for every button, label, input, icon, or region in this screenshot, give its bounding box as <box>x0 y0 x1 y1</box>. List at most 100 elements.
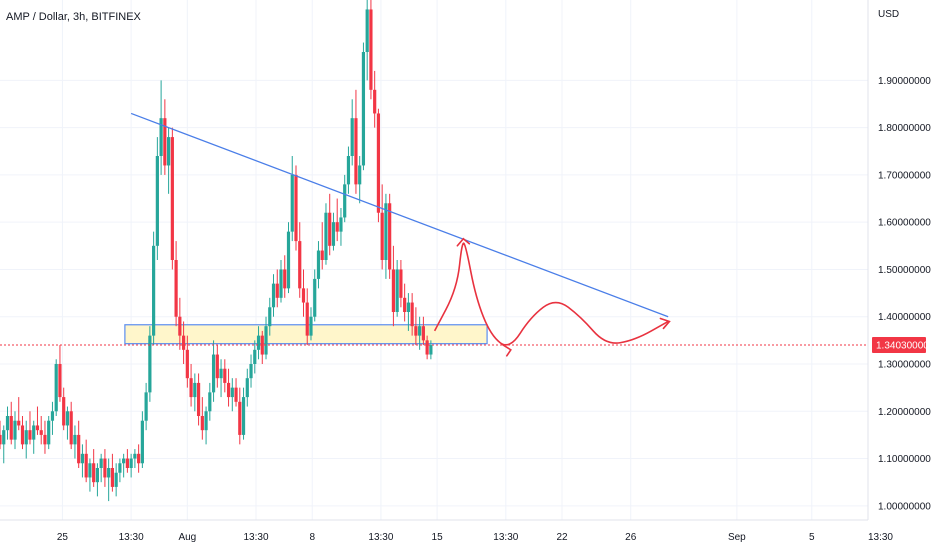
projection-arrows[interactable] <box>433 237 671 357</box>
candle-body <box>144 392 148 421</box>
time-axis[interactable]: 25 13:30 Aug 13:30 8 13:30 15 13:30 22 26 Sep 5 13:3… <box>57 532 894 543</box>
candle-body <box>425 340 429 355</box>
candle-body <box>140 420 144 464</box>
candle-body <box>107 468 111 478</box>
candle-body <box>62 397 66 426</box>
candle-body <box>0 434 2 445</box>
x-tick-label: 13:30 <box>868 532 893 543</box>
candle-body <box>50 411 55 421</box>
y-tick-label: 1.60000000 <box>878 218 931 229</box>
y-tick-label: 1.20000000 <box>878 407 931 418</box>
y-tick-label: 1.00000000 <box>878 501 931 512</box>
descending-trendline[interactable] <box>130 112 669 318</box>
candle-body <box>328 212 332 246</box>
y-tick-label: 1.70000000 <box>878 170 931 181</box>
candle-body <box>230 387 234 398</box>
x-tick-label: Aug <box>178 532 196 543</box>
candle-body <box>110 468 115 487</box>
candle-body <box>196 382 201 416</box>
candle-body <box>39 430 43 435</box>
candle-body <box>343 184 347 218</box>
candle-body <box>73 434 77 445</box>
candle-body <box>418 326 422 336</box>
candle-body <box>358 165 362 185</box>
candle-body <box>346 156 351 185</box>
candle-body <box>181 335 186 350</box>
x-tick-label: 13:30 <box>119 532 144 543</box>
x-tick-label: Sep <box>728 532 746 543</box>
projection-arrowhead <box>502 344 512 357</box>
candle-body <box>118 463 122 473</box>
chart-title: AMP / Dollar, 3h, BITFINEX <box>6 11 142 23</box>
candle-body <box>163 118 167 166</box>
candle-body <box>335 222 339 232</box>
candle-body <box>283 269 287 289</box>
x-tick-label: 15 <box>432 532 444 543</box>
candle-body <box>245 378 249 398</box>
candle-body <box>403 297 407 312</box>
candle-body <box>313 278 317 317</box>
projection-arrowhead <box>456 237 471 247</box>
candle-body <box>88 463 92 478</box>
candle-body <box>223 368 227 383</box>
projection-curve <box>433 242 669 346</box>
candle-body <box>65 411 70 426</box>
candle-body <box>69 411 73 445</box>
candle-body <box>260 335 264 355</box>
candle-body <box>241 397 246 435</box>
candle-body <box>43 434 47 445</box>
y-tick-label: 1.90000000 <box>878 76 931 87</box>
candle-body <box>219 368 223 379</box>
candle-body <box>133 453 137 459</box>
candle-body <box>103 458 107 478</box>
candle-body <box>388 203 392 270</box>
candle-body <box>268 307 272 327</box>
candle-body <box>114 472 118 487</box>
candle-body <box>369 9 373 90</box>
candle-body <box>354 118 358 185</box>
candle-body <box>373 89 377 114</box>
candle-body <box>226 382 231 398</box>
candle-body <box>129 458 133 468</box>
x-tick-label: 26 <box>625 532 637 543</box>
candle-body <box>35 425 40 431</box>
candle-body <box>406 302 410 312</box>
candle-body <box>395 269 399 312</box>
candle-body <box>20 425 25 445</box>
candle-body <box>384 203 388 260</box>
candle-body <box>54 364 58 412</box>
candle-body <box>125 458 129 468</box>
candle-body <box>185 349 189 379</box>
candle-body <box>84 453 88 478</box>
candle-body <box>9 416 13 440</box>
candle-body <box>391 269 396 312</box>
candle-body <box>159 118 163 156</box>
candle-body <box>316 250 321 279</box>
candle-body <box>32 425 36 440</box>
candle-body <box>155 156 159 246</box>
candle-body <box>309 316 313 336</box>
candle-body <box>294 174 298 242</box>
y-tick-label: 1.30000000 <box>878 360 931 371</box>
candle-body <box>215 354 219 379</box>
price-axis[interactable]: 1.00000000 1.10000000 1.20000000 1.30000000… <box>878 76 931 512</box>
candle-body <box>167 137 171 166</box>
candle-body <box>301 288 306 303</box>
candle-body <box>275 283 279 298</box>
candle-body <box>361 52 366 166</box>
candle-body <box>24 430 28 445</box>
candle-body <box>414 326 418 336</box>
y-tick-label: 1.10000000 <box>878 454 931 465</box>
candle-body <box>399 269 403 298</box>
candle-body <box>331 222 336 246</box>
candle-body <box>279 269 283 298</box>
candle-body <box>256 335 261 350</box>
candle-body <box>305 302 309 336</box>
candle-body <box>152 245 156 336</box>
candle-body <box>17 420 21 426</box>
candle-body <box>238 401 242 435</box>
y-tick-label: 1.50000000 <box>878 265 931 276</box>
candle-body <box>170 137 174 260</box>
